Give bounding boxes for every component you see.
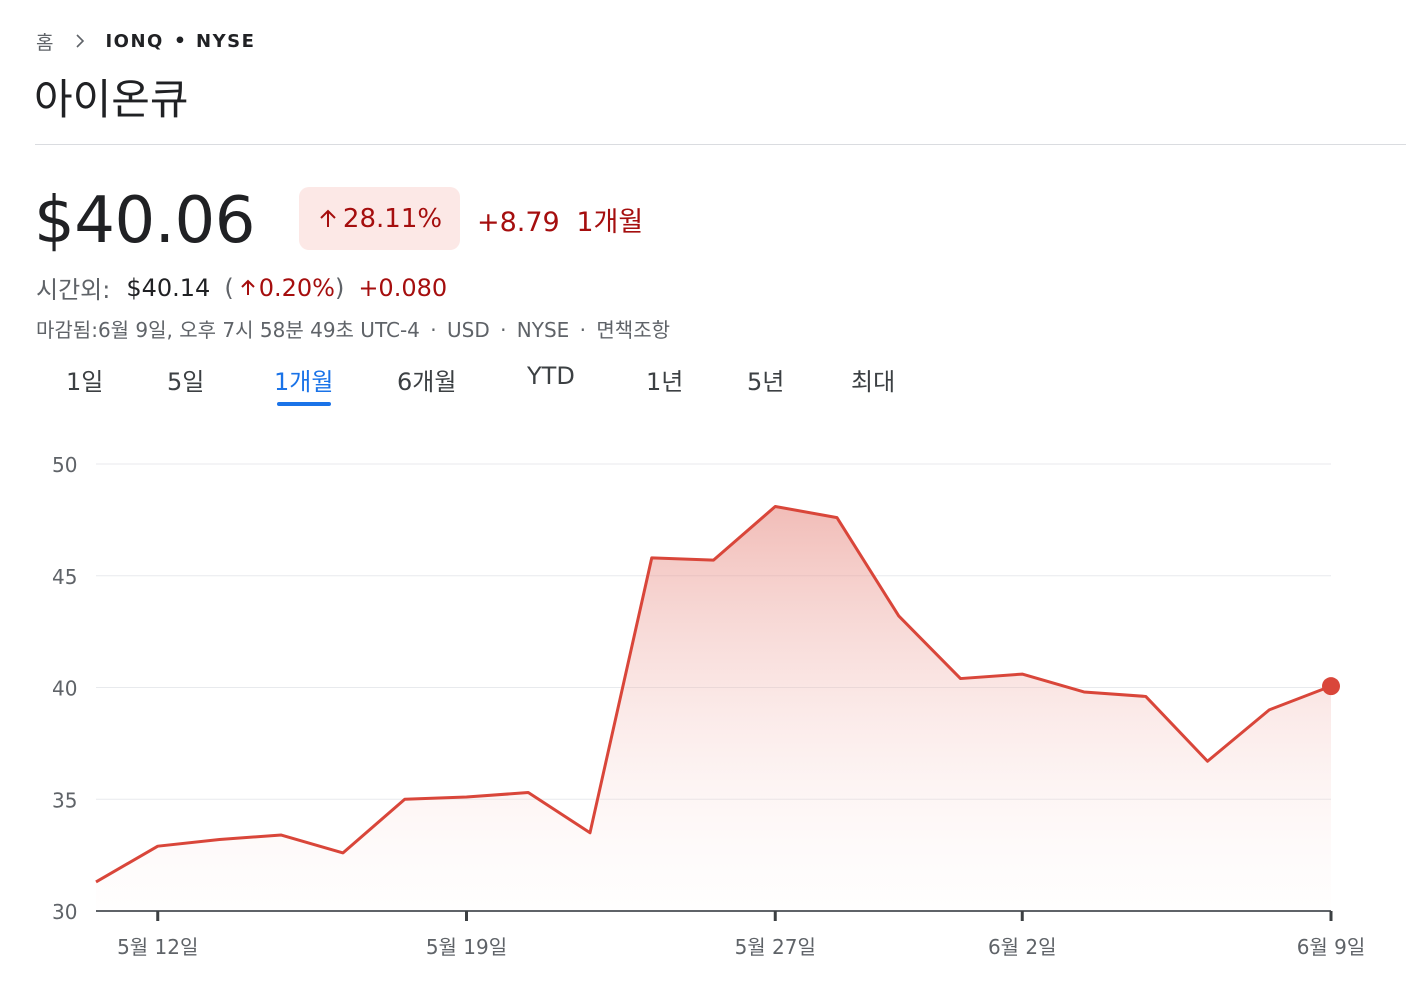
disclaimer-link[interactable]: 면책조항 xyxy=(596,318,670,342)
y-tick-label: 50 xyxy=(52,453,77,477)
after-hours-open-paren: ( xyxy=(224,273,234,302)
currency: USD xyxy=(446,318,490,342)
change-percent-value: 28.11% xyxy=(342,203,443,234)
after-hours-price: $40.14 xyxy=(126,273,211,302)
x-tick-label: 6월 2일 xyxy=(988,935,1057,959)
y-tick-label: 40 xyxy=(52,677,77,701)
header-divider xyxy=(35,144,1406,145)
tab-1m[interactable]: 1개월 xyxy=(274,368,334,396)
tab-max[interactable]: 최대 xyxy=(851,368,896,396)
meta-separator: · xyxy=(579,318,587,342)
last-point-marker xyxy=(1322,677,1340,696)
after-hours-label: 시간외: xyxy=(36,276,111,304)
x-tick-label: 6월 9일 xyxy=(1297,935,1366,959)
y-tick-label: 35 xyxy=(52,788,77,812)
after-hours-row: 시간외: $40.14 ( 0.20% ) +0.080 xyxy=(36,270,447,305)
tab-6m[interactable]: 6개월 xyxy=(397,368,457,396)
after-hours-close-paren: ) xyxy=(334,273,345,302)
arrow-up-icon xyxy=(320,209,336,227)
meta-separator: · xyxy=(430,318,437,342)
exchange: NYSE xyxy=(516,318,570,342)
range-tabs: 1일 5일 1개월 6개월 YTD 1년 5년 최대 xyxy=(36,362,936,412)
change-percent-badge: 28.11% xyxy=(299,187,460,250)
page-title: 아이온큐 xyxy=(34,75,189,124)
active-tab-indicator xyxy=(277,402,331,406)
x-tick-label: 5월 12일 xyxy=(117,935,198,959)
x-tick-label: 5월 27일 xyxy=(735,935,816,959)
market-meta: 마감됨:6월 9일, 오후 7시 58분 49초 UTC-4 · USD · N… xyxy=(36,314,670,343)
chevron-right-icon xyxy=(76,34,85,48)
arrow-up-icon xyxy=(240,279,255,295)
tab-5y[interactable]: 5년 xyxy=(747,368,785,396)
current-price: $40.06 xyxy=(34,184,255,258)
price-chart[interactable]: 30 35 40 45 50 5월 12일 5월 19일 5월 27일 6월 2일 6월 9일 xyxy=(0,430,1406,990)
area-fill xyxy=(96,506,1331,911)
change-period: 1개월 xyxy=(576,207,644,238)
chart-labels: 30 35 40 45 50 5월 12일 5월 19일 5월 27일 6월 2일 6월 9일 xyxy=(52,453,1365,959)
x-tick-label: 5월 19일 xyxy=(426,935,507,959)
breadcrumb-exchange: NYSE xyxy=(196,30,256,52)
series-line xyxy=(95,504,1332,884)
breadcrumb: 홈 IONQ • NYSE xyxy=(36,28,255,54)
meta-separator: · xyxy=(500,318,507,342)
chart-line xyxy=(95,504,1340,884)
y-tick-label: 45 xyxy=(52,565,77,589)
breadcrumb-ticker: IONQ xyxy=(105,30,164,52)
after-hours-absolute: +0.080 xyxy=(358,273,448,302)
breadcrumb-dot: • xyxy=(173,30,187,52)
tab-1y[interactable]: 1년 xyxy=(646,368,684,396)
breadcrumb-home-link[interactable]: 홈 xyxy=(36,31,54,54)
tab-1d[interactable]: 1일 xyxy=(66,368,104,396)
chart-x-axis xyxy=(96,910,1333,921)
tab-5d[interactable]: 5일 xyxy=(167,368,205,396)
closed-time: 마감됨:6월 9일, 오후 7시 58분 49초 UTC-4 xyxy=(36,318,420,342)
chart-area xyxy=(96,506,1331,911)
change-absolute: +8.79 1개월 xyxy=(477,200,643,239)
tab-ytd[interactable]: YTD xyxy=(527,362,575,390)
change-absolute-value: +8.79 xyxy=(477,207,560,238)
after-hours-percent: 0.20% xyxy=(258,273,335,302)
y-tick-label: 30 xyxy=(52,900,77,924)
